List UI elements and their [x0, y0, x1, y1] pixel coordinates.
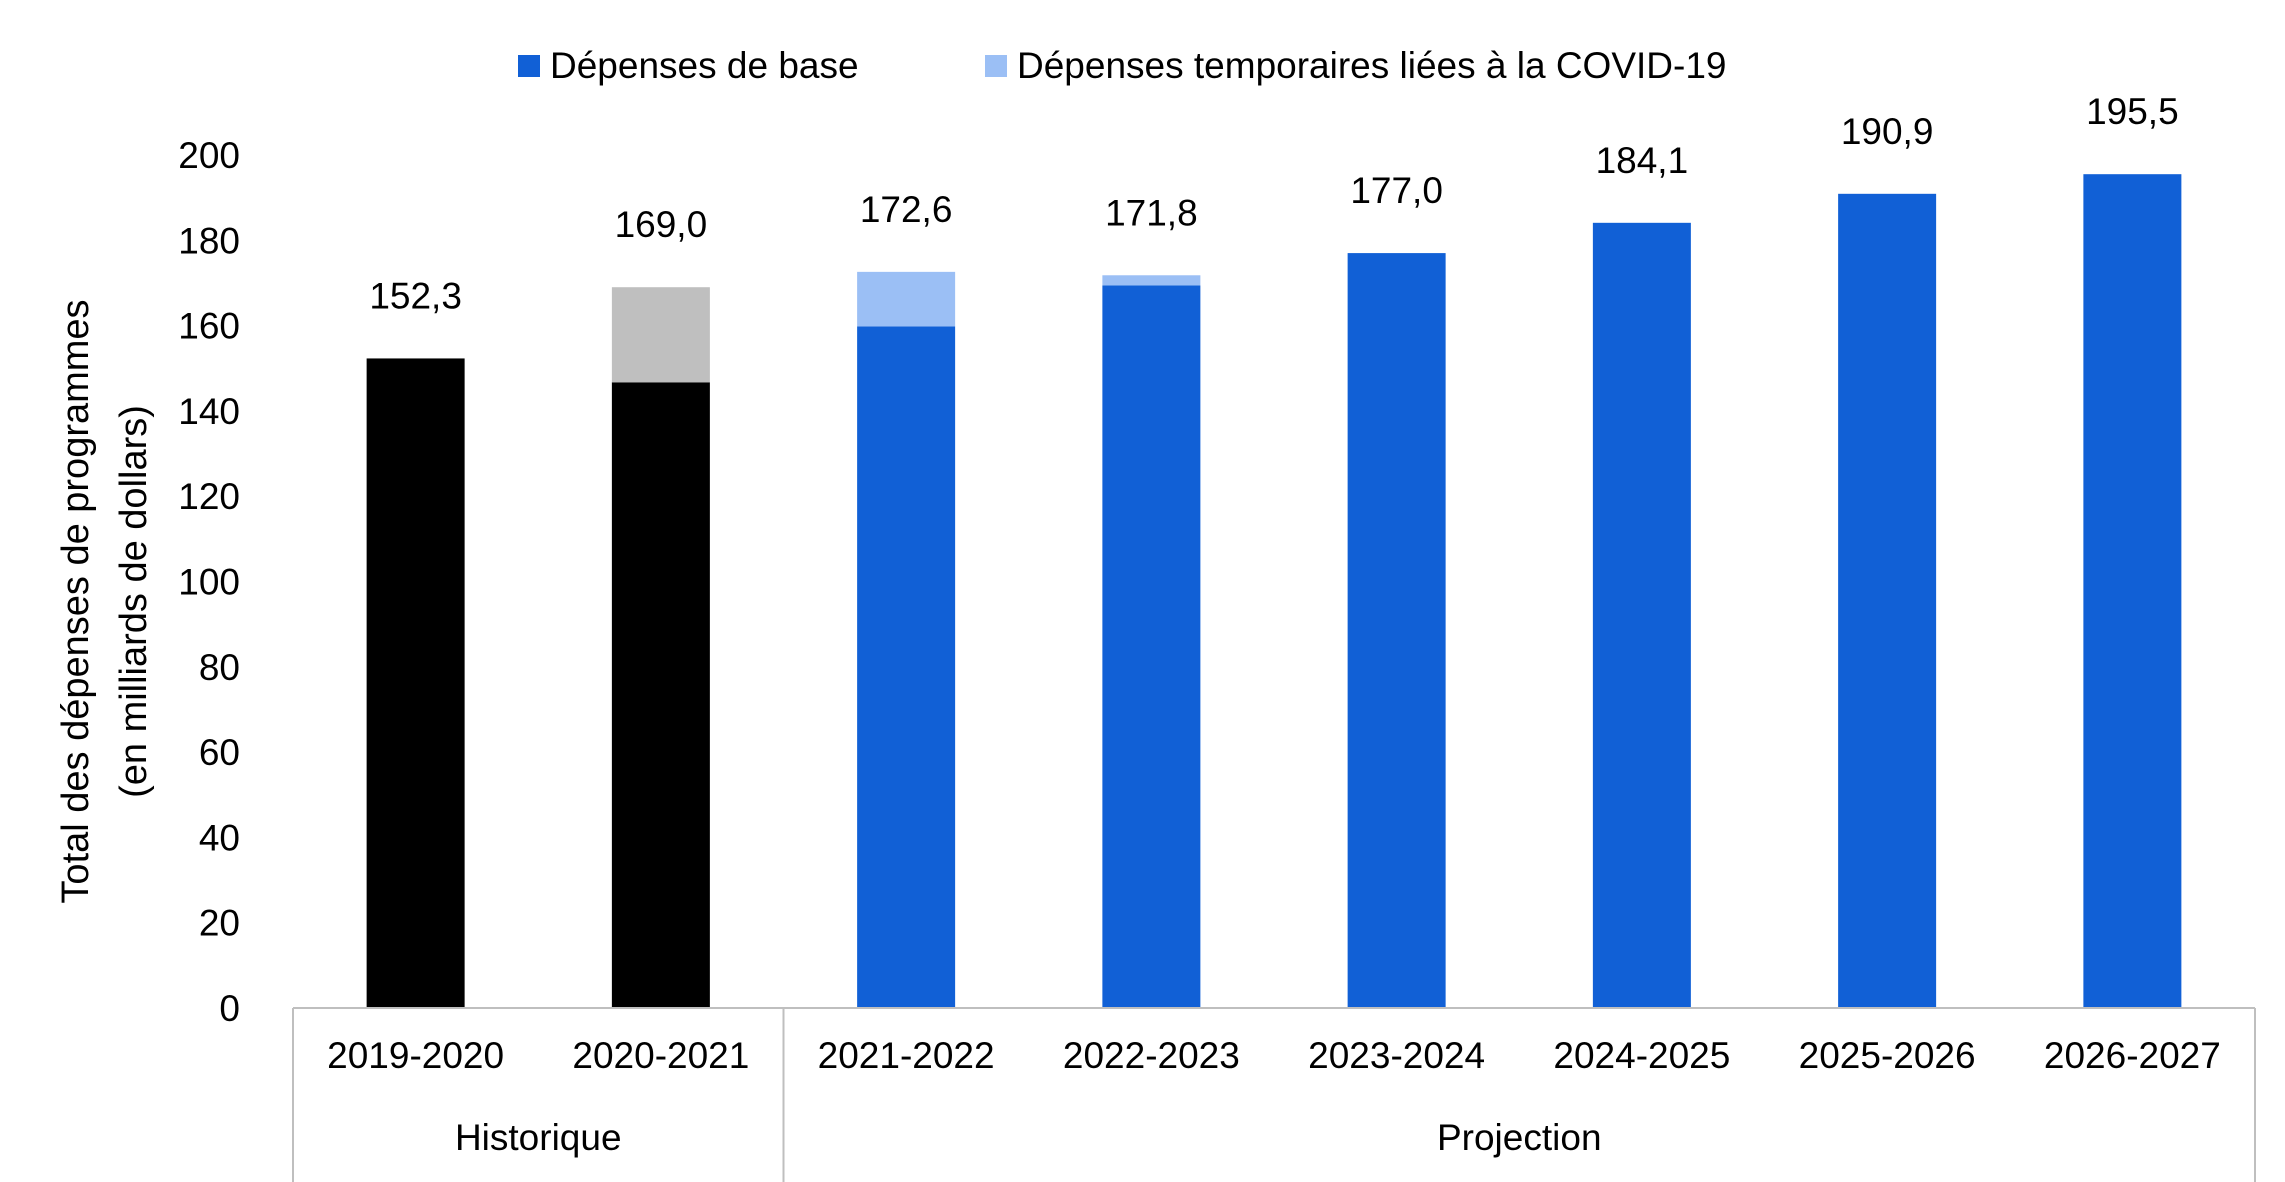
bar-base-2020-2021 — [611, 382, 710, 1009]
bar-base-2024-2025 — [1592, 222, 1691, 1009]
bar-covid-2021-2022 — [857, 271, 956, 327]
x-tick-label: 2025-2026 — [1799, 1035, 1976, 1076]
group-label-1: Projection — [1437, 1117, 1602, 1158]
x-tick-label: 2020-2021 — [572, 1035, 749, 1076]
y-tick-label: 0 — [219, 988, 240, 1029]
legend-swatch-1 — [985, 55, 1007, 77]
value-labels: 152,3 169,0 172,6 171,8 177,0 184,1 190,9 195,5 — [369, 91, 2178, 316]
bar-base-2023-2024 — [1347, 253, 1446, 1009]
bar-base-2025-2026 — [1838, 193, 1937, 1008]
y-tick-label: 120 — [178, 476, 240, 517]
y-tick-label: 20 — [199, 903, 240, 944]
legend-label-1: Dépenses temporaires liées à la COVID-19 — [1017, 45, 1727, 86]
x-tick-label: 2022-2023 — [1063, 1035, 1240, 1076]
bar-covid-2022-2023 — [1102, 275, 1201, 286]
value-label-2022-2023: 171,8 — [1105, 192, 1198, 233]
bar-base-2021-2022 — [857, 326, 956, 1008]
bars — [366, 174, 2182, 1009]
bar-base-2019-2020 — [366, 358, 465, 1008]
value-label-2024-2025: 184,1 — [1596, 140, 1689, 181]
x-tick-label: 2024-2025 — [1553, 1035, 1730, 1076]
y-tick-label: 160 — [178, 306, 240, 347]
y-axis-title-line-2: (en milliards de dollars) — [113, 405, 155, 798]
y-tick-label: 140 — [178, 391, 240, 432]
x-tick-label: 2021-2022 — [818, 1035, 995, 1076]
x-tick-label: 2019-2020 — [327, 1035, 504, 1076]
legend-swatch-0 — [518, 55, 540, 77]
y-axis-title: Total des dépenses de programmes (en mill… — [55, 299, 155, 903]
y-tick-label: 80 — [199, 647, 240, 688]
value-label-2025-2026: 190,9 — [1841, 111, 1934, 152]
legend-label-0: Dépenses de base — [550, 45, 859, 86]
y-axis-title-line-1: Total des dépenses de programmes — [55, 299, 97, 903]
legend: Dépenses de base Dépenses temporaires lié… — [518, 45, 1727, 86]
bar-base-2026-2027 — [2083, 174, 2182, 1008]
bar-covid-2020-2021 — [611, 287, 710, 383]
y-tick-label: 180 — [178, 220, 240, 261]
bar-base-2022-2023 — [1102, 285, 1201, 1008]
y-axis-ticks: 0 20 40 60 80 100 120 140 160 180 200 — [178, 135, 240, 1029]
x-tick-label: 2026-2027 — [2044, 1035, 2221, 1076]
y-tick-label: 60 — [199, 732, 240, 773]
value-label-2020-2021: 169,0 — [615, 204, 708, 245]
value-label-2023-2024: 177,0 — [1350, 170, 1443, 211]
value-label-2019-2020: 152,3 — [369, 275, 462, 316]
y-tick-label: 200 — [178, 135, 240, 176]
y-tick-label: 100 — [178, 562, 240, 603]
y-tick-label: 40 — [199, 817, 240, 858]
group-label-0: Historique — [455, 1117, 622, 1158]
value-label-2026-2027: 195,5 — [2086, 91, 2179, 132]
x-tick-label: 2023-2024 — [1308, 1035, 1485, 1076]
x-axis: 2019-2020 2020-2021 2021-2022 2022-2023 2023… — [292, 1007, 2256, 1182]
value-label-2021-2022: 172,6 — [860, 189, 953, 230]
